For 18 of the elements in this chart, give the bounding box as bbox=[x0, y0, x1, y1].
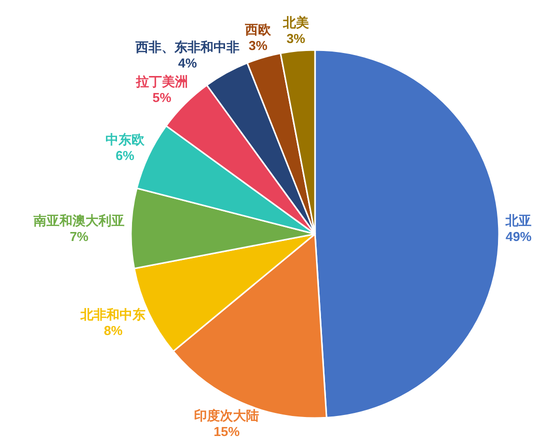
slice-label: 北美 bbox=[282, 14, 309, 30]
slice-label: 西非、东非和中非 bbox=[134, 39, 240, 54]
data-label: 7% bbox=[70, 229, 89, 244]
data-label: 4% bbox=[178, 55, 198, 70]
data-label: 5% bbox=[152, 90, 172, 106]
slice-label: 印度次大陆 bbox=[194, 408, 260, 424]
slice-label: 中东欧 bbox=[105, 132, 146, 147]
data-label: 6% bbox=[116, 148, 135, 163]
slice-label: 北非和中东 bbox=[80, 307, 146, 322]
slice-label: 拉丁美洲 bbox=[134, 74, 188, 90]
slice-label: 南亚和澳大利亚 bbox=[32, 213, 125, 228]
data-label: 49% bbox=[506, 229, 532, 244]
slice-label: 西欧 bbox=[244, 22, 272, 38]
data-label: 3% bbox=[286, 30, 306, 46]
data-label: 15% bbox=[214, 424, 240, 438]
data-label: 3% bbox=[248, 38, 268, 54]
slice-label: 北亚 bbox=[504, 213, 532, 228]
data-label: 8% bbox=[104, 323, 124, 338]
